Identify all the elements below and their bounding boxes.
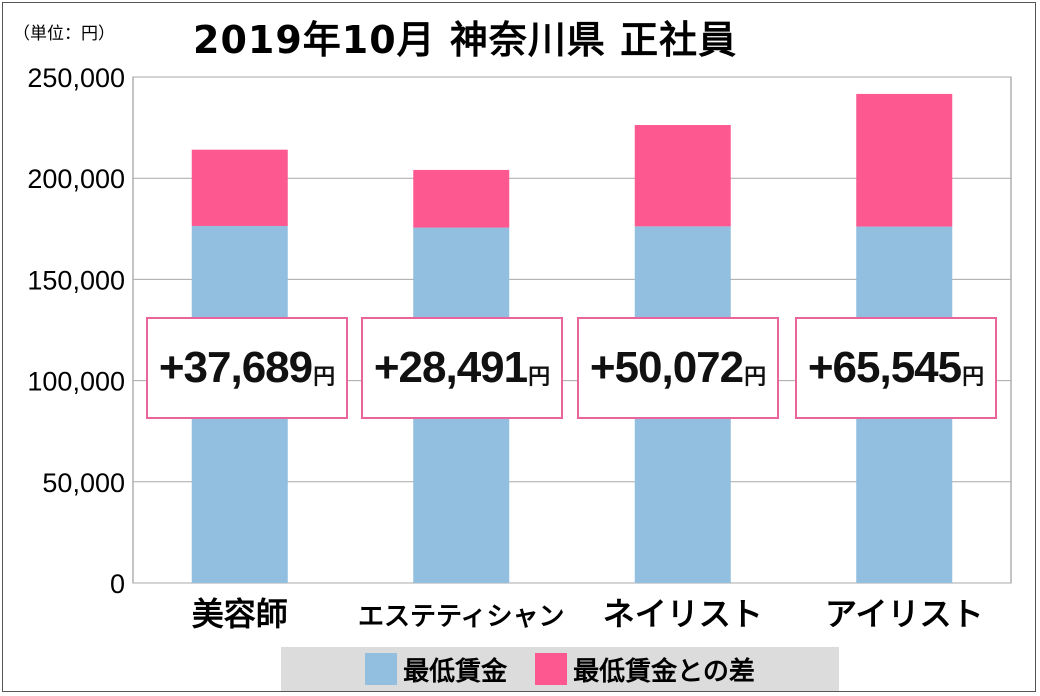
- legend-item-minimum-wage: 最低賃金: [365, 651, 507, 688]
- difference-label-3: +50,072 円: [577, 317, 779, 419]
- x-tick-label: ネイリスト: [603, 595, 763, 633]
- bar-difference: [191, 149, 288, 226]
- difference-label-1: +37,689 円: [146, 317, 348, 419]
- difference-value: +65,545: [807, 343, 962, 392]
- bar-difference: [634, 125, 731, 227]
- y-tick-label: 0: [110, 569, 125, 599]
- y-tick-label: 50,000: [42, 468, 125, 498]
- legend-swatch-pink: [535, 653, 568, 685]
- legend-label: 最低賃金との差: [573, 656, 755, 687]
- unit-label: （単位：円）: [13, 24, 115, 44]
- chart-title: 2019年10月 神奈川県 正社員: [193, 18, 738, 62]
- bar-difference: [856, 93, 953, 227]
- difference-unit: 円: [962, 364, 985, 389]
- legend-swatch-blue: [365, 653, 398, 685]
- x-tick-label: エステティシャン: [358, 602, 564, 632]
- difference-label-2: +28,491 円: [361, 317, 563, 419]
- legend: 最低賃金 最低賃金との差: [281, 647, 839, 691]
- y-tick-label: 150,000: [27, 265, 125, 295]
- legend-label: 最低賃金: [403, 656, 508, 687]
- legend-item-difference: 最低賃金との差: [535, 651, 755, 688]
- difference-unit: 円: [528, 364, 551, 389]
- y-tick-label: 200,000: [27, 164, 125, 194]
- x-tick-label: 美容師: [192, 595, 288, 633]
- y-tick-label: 250,000: [27, 63, 125, 93]
- difference-unit: 円: [313, 364, 336, 389]
- difference-label-4: +65,545 円: [795, 317, 997, 419]
- bar-difference: [413, 169, 510, 228]
- y-tick-label: 100,000: [27, 367, 125, 397]
- difference-value: +50,072: [589, 343, 744, 392]
- difference-value: +37,689: [158, 343, 313, 392]
- x-tick-label: アイリスト: [825, 595, 983, 633]
- difference-unit: 円: [744, 364, 767, 389]
- difference-value: +28,491: [373, 343, 528, 392]
